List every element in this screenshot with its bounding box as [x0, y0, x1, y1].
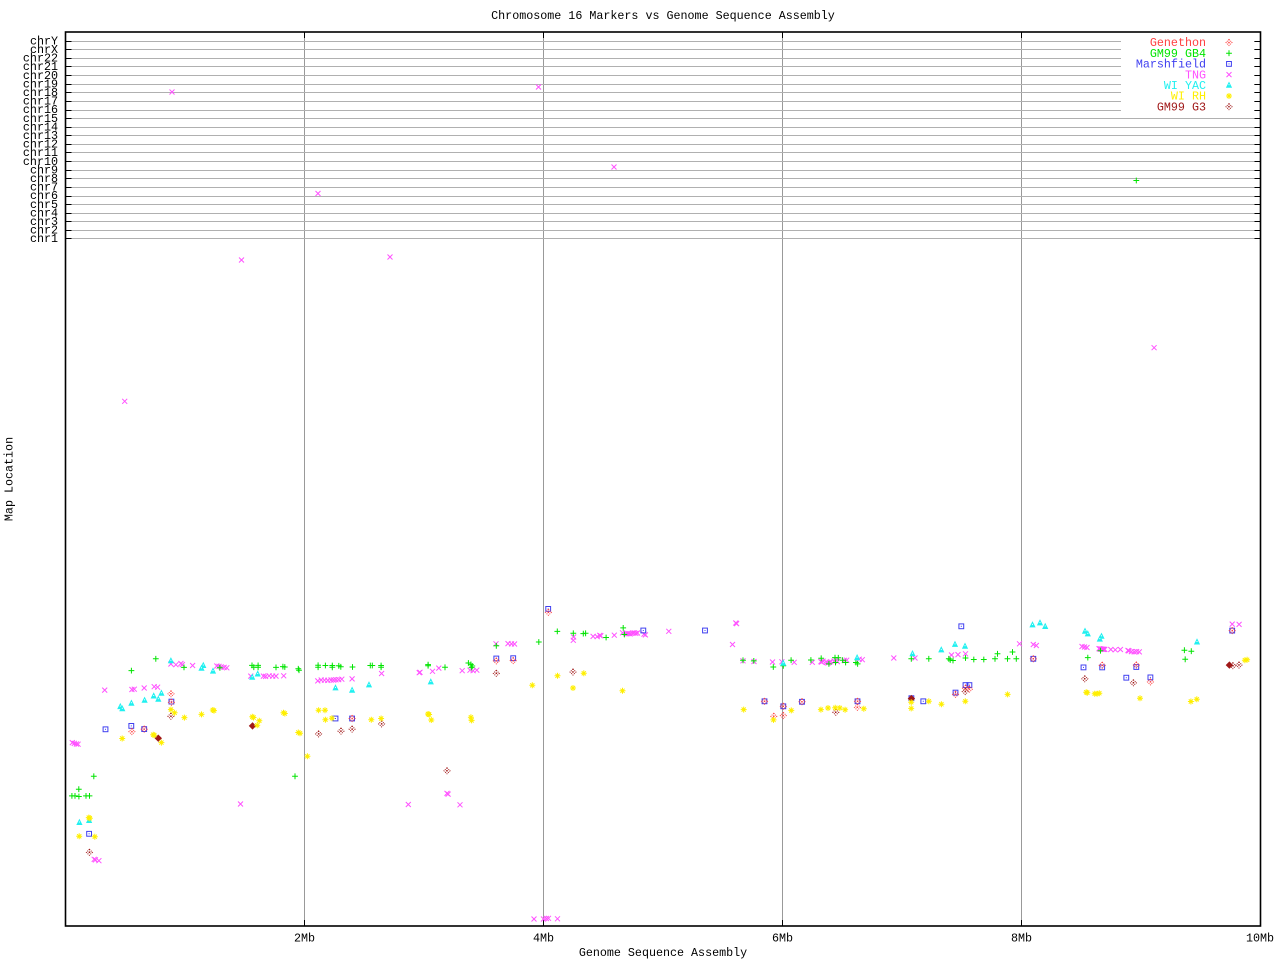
svg-text:chr20: chr20 [23, 69, 58, 83]
svg-text:chr11: chr11 [23, 146, 58, 160]
svg-text:WI YAC: WI YAC [1164, 79, 1206, 93]
svg-text:4Mb: 4Mb [533, 932, 554, 946]
svg-text:chr15: chr15 [23, 112, 58, 126]
svg-text:chr16: chr16 [23, 103, 58, 117]
svg-text:10Mb: 10Mb [1246, 932, 1274, 946]
svg-text:Chromosome 16 Markers vs Genom: Chromosome 16 Markers vs Genome Sequence… [491, 9, 835, 23]
svg-text:chr7: chr7 [30, 181, 58, 195]
svg-text:chr6: chr6 [30, 189, 58, 203]
svg-text:chrX: chrX [30, 43, 58, 57]
svg-text:WI RH: WI RH [1171, 90, 1206, 104]
svg-text:chr9: chr9 [30, 163, 58, 177]
svg-text:6Mb: 6Mb [772, 932, 793, 946]
svg-text:chr13: chr13 [23, 129, 58, 143]
svg-text:TNG: TNG [1185, 68, 1206, 82]
svg-text:chr3: chr3 [30, 215, 58, 229]
svg-text:chr4: chr4 [30, 206, 58, 220]
svg-text:chr18: chr18 [23, 86, 58, 100]
svg-text:Marshfield: Marshfield [1136, 58, 1206, 72]
svg-text:chr10: chr10 [23, 155, 58, 169]
svg-text:8Mb: 8Mb [1011, 932, 1032, 946]
svg-text:chr2: chr2 [30, 224, 58, 238]
svg-text:GM99 GB4: GM99 GB4 [1150, 47, 1206, 61]
svg-text:chr14: chr14 [23, 120, 58, 134]
svg-text:Genome Sequence Assembly: Genome Sequence Assembly [579, 946, 747, 960]
svg-text:chr22: chr22 [23, 52, 58, 66]
svg-text:chr1: chr1 [30, 232, 58, 246]
svg-text:GM99 G3: GM99 G3 [1157, 100, 1206, 114]
svg-text:chr17: chr17 [23, 95, 58, 109]
svg-text:Map Location: Map Location [3, 437, 17, 521]
svg-text:chr19: chr19 [23, 77, 58, 91]
svg-text:chr21: chr21 [23, 60, 58, 74]
svg-text:chr5: chr5 [30, 198, 58, 212]
svg-text:2Mb: 2Mb [294, 932, 315, 946]
svg-text:chr8: chr8 [30, 172, 58, 186]
svg-text:Genethon: Genethon [1150, 36, 1206, 50]
svg-text:chr12: chr12 [23, 138, 58, 152]
svg-text:chrY: chrY [30, 34, 58, 48]
